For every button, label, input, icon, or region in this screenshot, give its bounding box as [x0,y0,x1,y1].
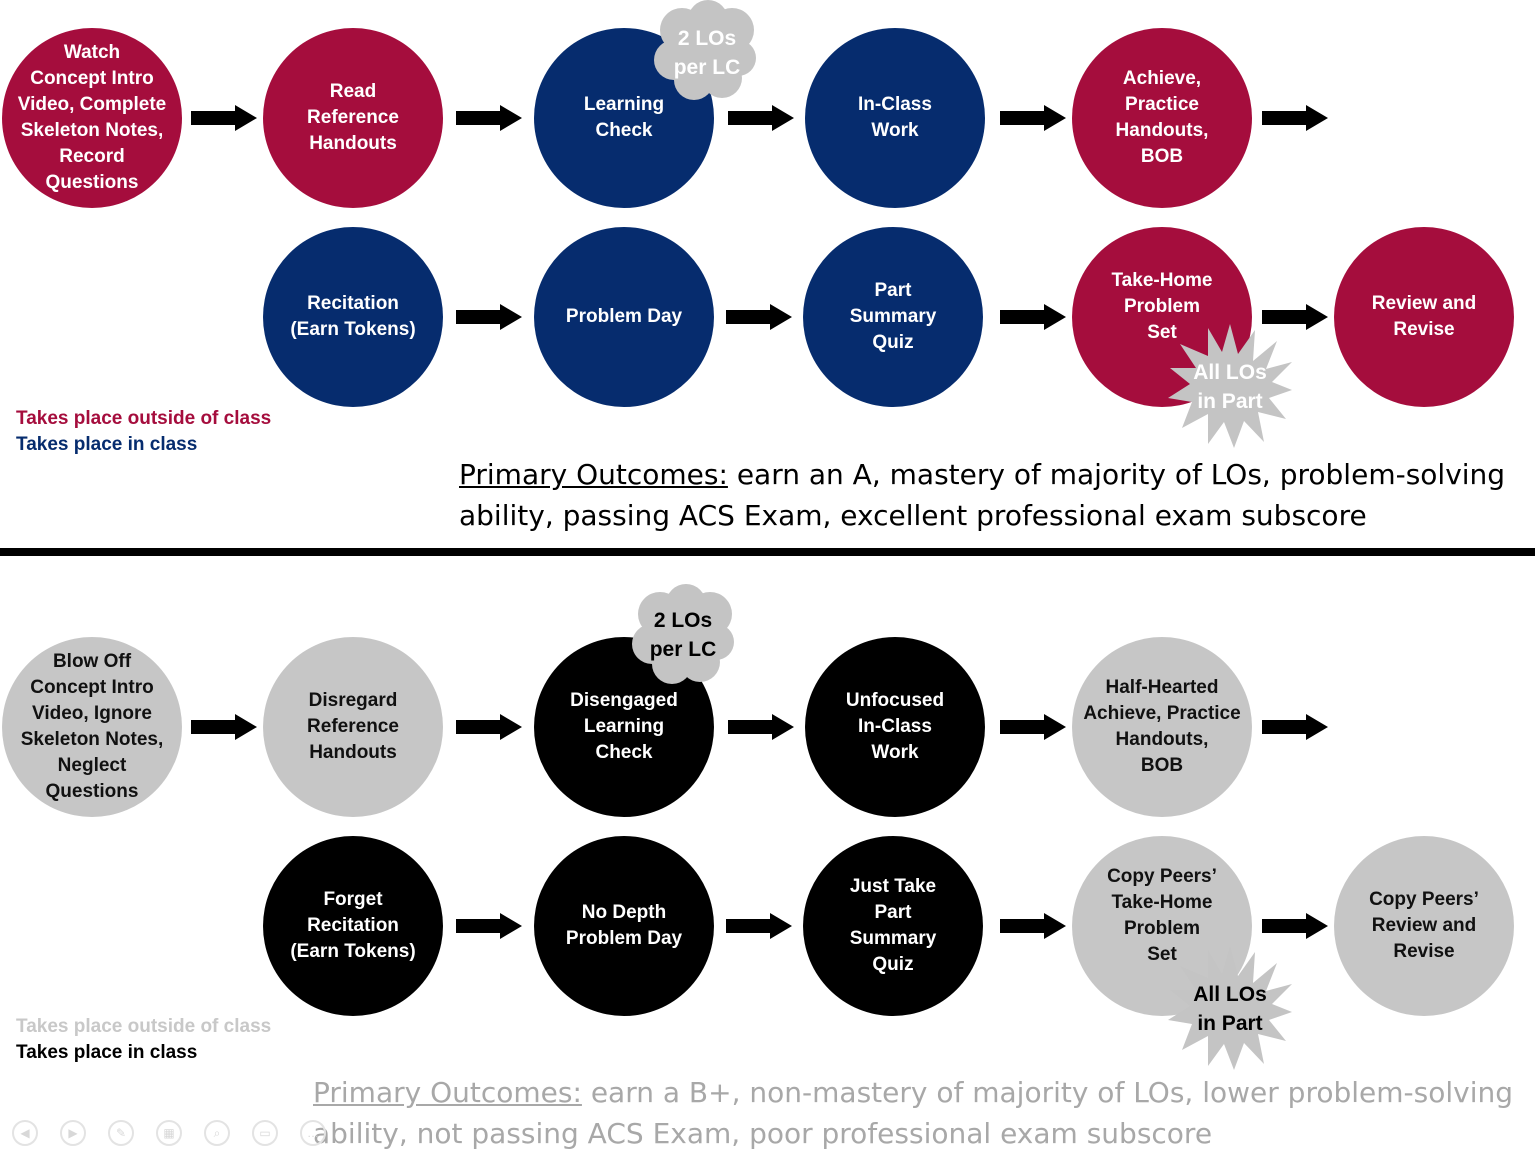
arrow-right-icon [1262,304,1328,330]
cloud-badge-icon [632,584,734,684]
node-label: Take-Home Problem Set [1111,270,1213,343]
node-label: Review and Revise [1371,293,1477,340]
cloud-badge-text: 2 LOs per LC [673,27,741,79]
node-forget-recitation: Forget Recitation (Earn Tokens) [263,836,443,1016]
outcome-heading: Primary Outcomes: [313,1076,582,1109]
more-icon[interactable]: … [300,1120,326,1146]
node-review: Review and Revise [1334,227,1514,407]
section-divider [0,548,1535,556]
node-label: Disengaged Learning Check [570,690,678,763]
arrow-right-icon [456,105,522,131]
node-label: Achieve, Practice Handouts, BOB [1115,68,1209,167]
next-icon[interactable]: ▶ [60,1120,86,1146]
node-label: Forget Recitation (Earn Tokens) [290,889,416,962]
node-achieve: Achieve, Practice Handouts, BOB [1072,28,1252,208]
primary-outcomes-bottom: Primary Outcomes: earn a B+, non-mastery… [313,1072,1513,1154]
node-label: In-Class Work [858,94,932,141]
node-unfocused-work: Unfocused In-Class Work [805,637,985,817]
slides-icon[interactable]: ▦ [156,1120,182,1146]
node-label: Problem Day [565,306,683,327]
arrow-right-icon [726,304,792,330]
previous-icon[interactable]: ◀ [12,1120,38,1146]
node-label: Watch Concept Intro Video, Complete Skel… [17,42,167,193]
cloud-badge-icon [654,0,756,100]
node-label: No Depth Problem Day [565,902,683,949]
node-label: Unfocused In-Class Work [845,690,945,763]
outcome-line-2: ability, passing ACS Exam, excellent pro… [459,499,1367,532]
outcome-text: earn an A, mastery of majority of LOs, p… [727,458,1506,491]
node-no-depth: No Depth Problem Day [534,836,714,1016]
primary-outcomes-top: Primary Outcomes: earn an A, mastery of … [459,454,1505,536]
node-label: Learning Check [583,94,665,141]
arrow-right-icon [1262,714,1328,740]
zoom-icon[interactable]: ⌕ [204,1120,230,1146]
node-label: Recitation (Earn Tokens) [290,293,416,340]
node-recitation: Recitation (Earn Tokens) [263,227,443,407]
node-label: Disregard Reference Handouts [307,690,399,763]
arrow-right-icon [728,714,794,740]
node-in-class-work: In-Class Work [805,28,985,208]
node-label: Blow Off Concept Intro Video, Ignore Ske… [20,651,164,802]
node-half-hearted: Half-Hearted Achieve, Practice Handouts,… [1072,637,1252,817]
pen-icon[interactable]: ✎ [108,1120,134,1146]
arrow-right-icon [1000,913,1066,939]
arrow-right-icon [728,105,794,131]
arrow-right-icon [456,714,522,740]
arrow-right-icon [456,304,522,330]
node-label: Half-Hearted Achieve, Practice Handouts,… [1083,677,1241,776]
node-problem-day: Problem Day [534,227,714,407]
node-just-take-quiz: Just Take Part Summary Quiz [803,836,983,1016]
arrow-right-icon [456,913,522,939]
arrow-right-icon [1000,304,1066,330]
legend-in-class: Takes place in class [16,1042,198,1063]
outcome-heading: Primary Outcomes: [459,458,728,491]
node-label: Copy Peers’ Review and Revise [1369,889,1479,962]
legend-in-class: Takes place in class [16,434,198,455]
burst-badge-text: All LOs in Part [1193,983,1267,1035]
arrow-right-icon [1262,105,1328,131]
arrow-right-icon [191,105,257,131]
outcome-line-1: Primary Outcomes: earn a B+, non-mastery… [313,1072,1513,1113]
outcome-line-2: ability, not passing ACS Exam, poor prof… [313,1117,1213,1150]
cloud-badge-text: 2 LOs per LC [649,609,717,661]
legend-outside-class: Takes place outside of class [16,408,272,429]
outcome-text: earn a B+, non-mastery of majority of LO… [581,1076,1514,1109]
node-label: Part Summary Quiz [849,280,937,353]
arrow-right-icon [191,714,257,740]
burst-badge-text: All LOs in Part [1193,361,1267,413]
node-copy-review: Copy Peers’ Review and Revise [1334,836,1514,1016]
node-label: Just Take Part Summary Quiz [849,876,937,975]
legend-outside-class: Takes place outside of class [16,1016,272,1037]
node-summary-quiz: Part Summary Quiz [803,227,983,407]
arrow-right-icon [1000,105,1066,131]
node-blow-off: Blow Off Concept Intro Video, Ignore Ske… [2,637,182,817]
node-read: Read Reference Handouts [263,28,443,208]
arrow-right-icon [1000,714,1066,740]
node-watch: Watch Concept Intro Video, Complete Skel… [2,28,182,208]
node-take-home: Take-Home Problem Set [1072,227,1252,407]
burst-badge-icon [1168,324,1292,448]
node-label: Copy Peers’ Take-Home Problem Set [1107,866,1217,965]
burst-badge-icon [1168,946,1292,1070]
arrow-right-icon [726,913,792,939]
arrow-right-icon [1262,913,1328,939]
outcome-line-1: Primary Outcomes: earn an A, mastery of … [459,454,1505,495]
subtitles-icon[interactable]: ▭ [252,1120,278,1146]
node-disregard: Disregard Reference Handouts [263,637,443,817]
node-label: Read Reference Handouts [307,81,399,154]
